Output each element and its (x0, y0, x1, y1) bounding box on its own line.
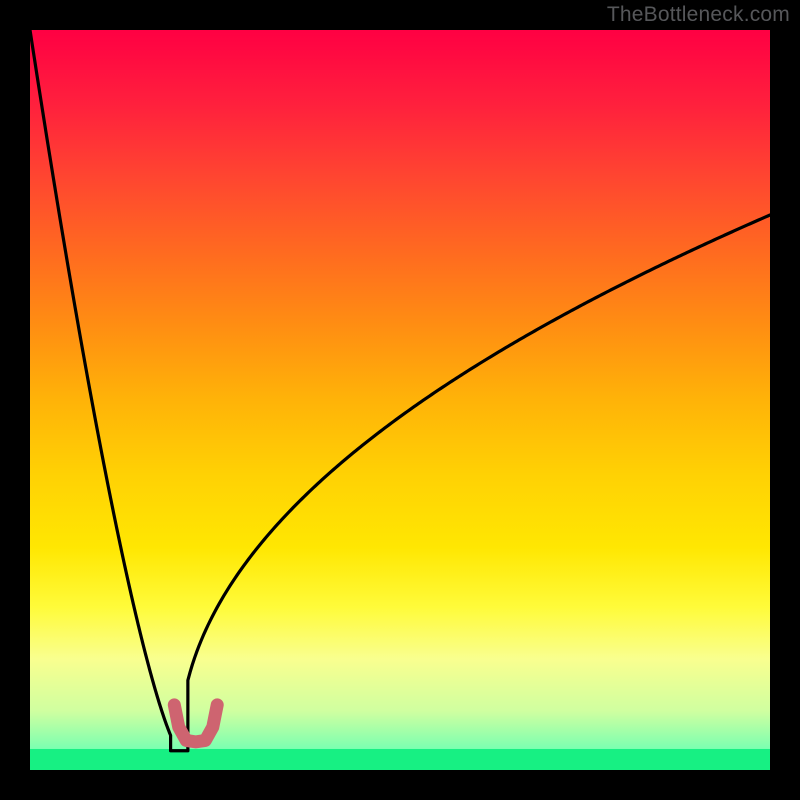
v-curve (30, 30, 770, 751)
chart-stage: TheBottleneck.com (0, 0, 800, 800)
watermark-text: TheBottleneck.com (607, 3, 790, 27)
curve-overlay (30, 30, 770, 770)
valley-u-marker (174, 705, 217, 742)
plot-area (30, 30, 770, 770)
